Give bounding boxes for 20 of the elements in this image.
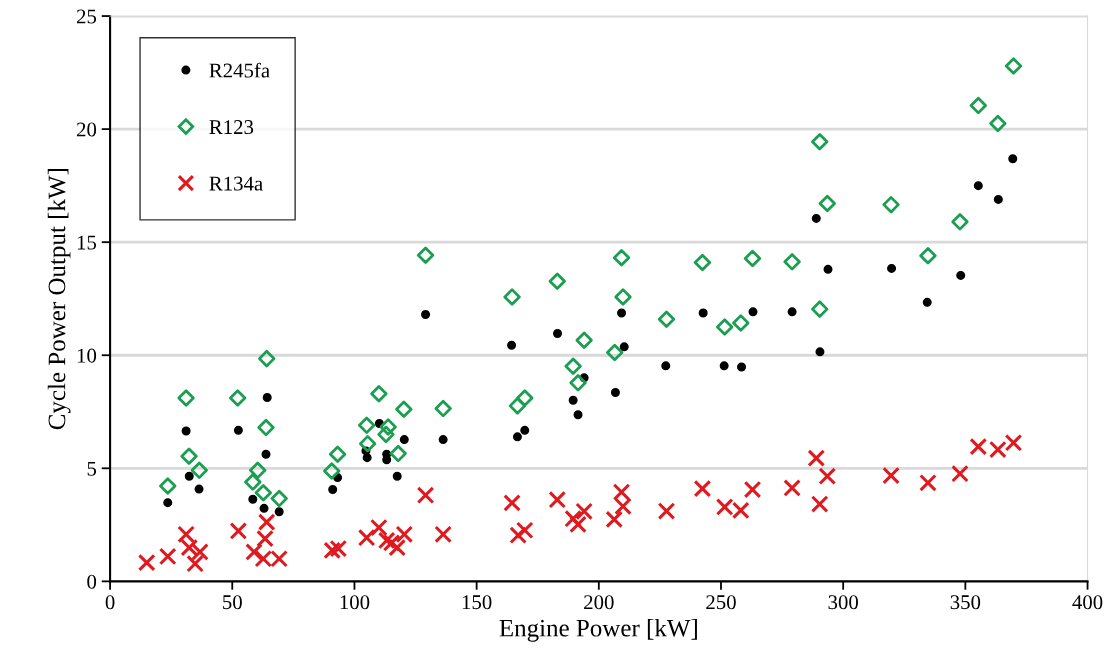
x-tick-label: 150 (462, 595, 492, 610)
x-tick-label: 300 (828, 595, 858, 610)
y-tick-label: 15 (77, 235, 97, 250)
x-tick-label: 100 (340, 595, 370, 610)
x-tick-label: 350 (950, 595, 981, 610)
x-tick-label: 0 (105, 595, 115, 610)
legend-label: R245fa (209, 62, 270, 78)
y-tick-label: 20 (76, 122, 97, 137)
x-axis-title: Engine Power [kW] (499, 619, 697, 642)
y-tick-label: 25 (76, 9, 97, 24)
y-tick-label: 0 (87, 574, 97, 589)
x-tick-label: 400 (1072, 595, 1103, 610)
legend-label: R123 (209, 120, 254, 135)
x-tick-label: 250 (706, 595, 736, 610)
x-tick-label: 200 (584, 595, 614, 610)
y-tick-label: 10 (77, 348, 97, 363)
legend-label: R134a (209, 176, 263, 191)
x-tick-label: 50 (223, 595, 242, 610)
y-tick-label: 5 (87, 461, 97, 476)
y-axis-title: Cycle Power Output [kW] (47, 169, 71, 430)
